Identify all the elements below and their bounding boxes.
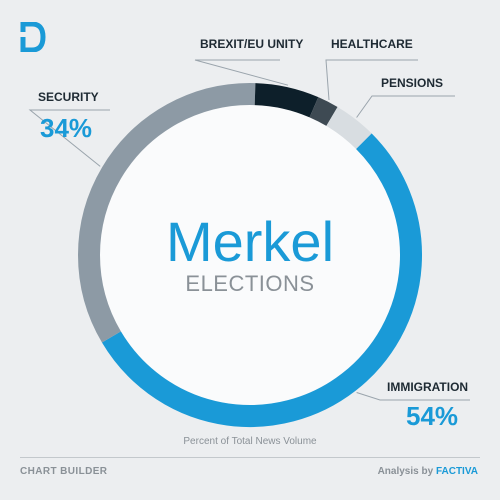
leader-security	[28, 109, 110, 167]
label-immigration: IMMIGRATION	[387, 380, 468, 394]
slice-brexit-eu-unity	[254, 83, 319, 118]
donut-center-disc	[100, 105, 400, 405]
leader-healthcare	[325, 59, 418, 101]
leader-immigration	[356, 392, 470, 401]
attribution-brand: FACTIVA	[435, 466, 478, 477]
label-pensions: PENSIONS	[381, 76, 443, 90]
center-title: Merkel	[166, 210, 334, 273]
slice-pensions	[326, 106, 372, 150]
value-immigration: 54%	[406, 401, 458, 431]
footer-attribution: Analysis by FACTIVA	[378, 466, 478, 477]
slice-immigration	[101, 133, 422, 428]
chart-caption: Percent of Total News Volume	[183, 436, 317, 447]
label-healthcare: HEALTHCARE	[331, 37, 413, 51]
slice-security	[78, 83, 256, 343]
value-security: 34%	[40, 113, 92, 143]
d-logo-icon	[20, 21, 46, 57]
leader-brexit-eu-unity	[194, 59, 289, 86]
footer-chart-builder: CHART BUILDER	[20, 466, 108, 477]
attribution-prefix: Analysis by	[377, 466, 434, 477]
footer-divider	[20, 457, 480, 458]
label-security: SECURITY	[38, 90, 99, 104]
leader-pensions	[356, 95, 455, 118]
center-subtitle: ELECTIONS	[185, 271, 314, 296]
slice-healthcare	[309, 97, 338, 126]
label-brexit-eu-unity: BREXIT/EU UNITY	[200, 37, 303, 51]
